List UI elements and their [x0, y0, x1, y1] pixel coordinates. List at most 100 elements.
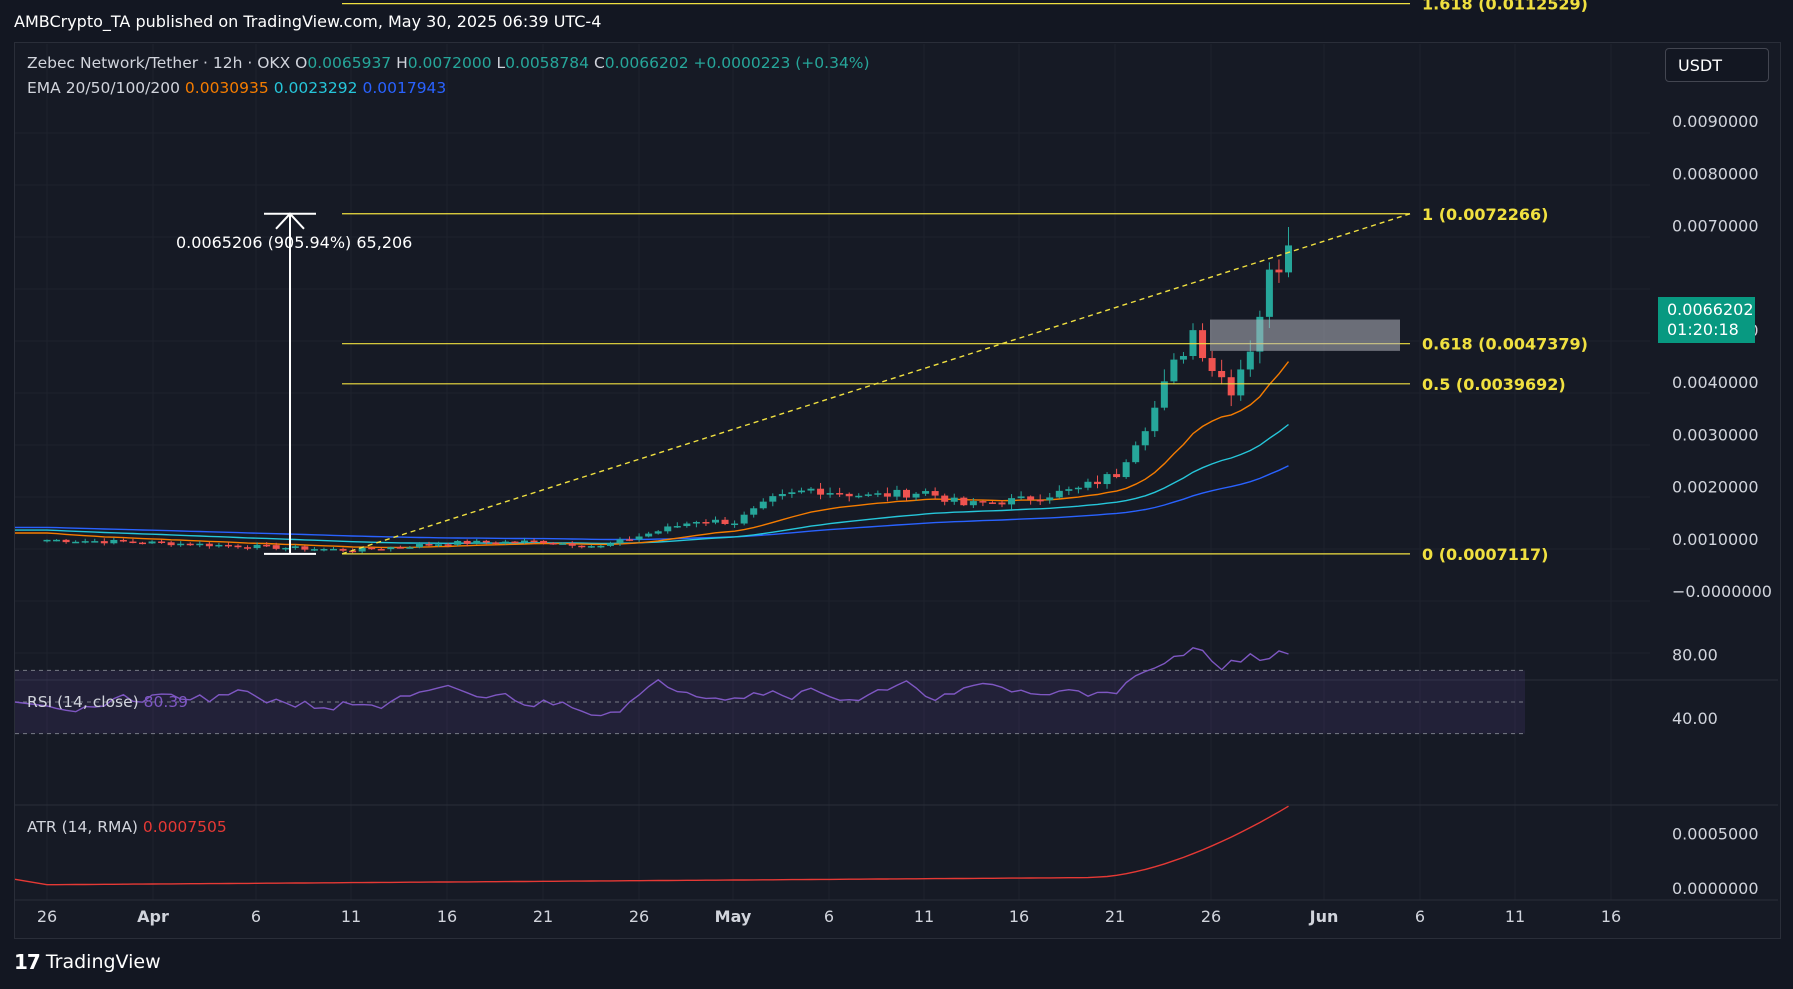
candle-body-19 [224, 544, 232, 547]
candle-body-110 [1094, 481, 1101, 485]
rsi-value: 80.39 [143, 693, 189, 711]
candle-body-5 [91, 541, 99, 543]
candle-body-31 [339, 548, 347, 551]
atr-tick-1: 0.0000000 [1672, 879, 1759, 898]
time-tick-1: Apr [137, 907, 169, 926]
ema100-value: 0.0017943 [362, 79, 447, 97]
candle-body-66 [673, 526, 681, 528]
candle-body-128 [1265, 269, 1273, 317]
candle-body-55 [568, 543, 576, 546]
candle-body-38 [406, 547, 414, 549]
candle-body-27 [301, 546, 309, 550]
time-tick-8: 6 [824, 907, 834, 926]
candle-body-105 [1046, 497, 1054, 501]
resistance-box [1210, 319, 1400, 351]
candle-body-72 [731, 523, 739, 526]
time-tick-14: 6 [1415, 907, 1425, 926]
candle-body-67 [683, 523, 691, 527]
price-tick-7: 0.0020000 [1672, 478, 1759, 497]
candle-body-9 [129, 541, 137, 544]
time-tick-3: 11 [341, 907, 361, 926]
candle-body-102 [1017, 496, 1025, 499]
candle-body-94 [941, 495, 949, 502]
ema-legend: EMA 20/50/100/200 0.0030935 0.0023292 0.… [27, 79, 446, 97]
candle-body-17 [205, 543, 213, 547]
footer-brand[interactable]: 17 TradingView [14, 950, 161, 974]
candle-body-123 [1218, 370, 1226, 378]
candle-body-100 [998, 502, 1006, 505]
time-tick-11: 21 [1105, 907, 1125, 926]
candle-body-68 [692, 522, 700, 524]
candle-body-81 [817, 488, 825, 495]
candle-body-52 [540, 540, 548, 544]
candle-body-119 [1179, 356, 1187, 360]
candle-body-26 [291, 546, 299, 548]
candle-body-0 [43, 539, 51, 542]
candle-body-85 [855, 495, 863, 498]
last-price-badge: 0.0066202 01:20:18 [1658, 297, 1755, 343]
candle-body-30 [330, 548, 337, 551]
time-tick-5: 21 [533, 907, 553, 926]
candle-body-74 [750, 508, 758, 515]
candle-body-42 [444, 544, 452, 546]
candle-body-36 [387, 547, 395, 550]
candle-body-28 [310, 549, 318, 551]
time-tick-13: Jun [1309, 907, 1339, 926]
candle-body-8 [119, 539, 127, 542]
time-tick-12: 26 [1201, 907, 1221, 926]
candle-body-14 [177, 543, 185, 546]
candle-body-62 [635, 536, 643, 540]
candle-body-114 [1132, 445, 1140, 463]
bar-countdown: 01:20:18 [1667, 320, 1739, 339]
price-tick-9: −0.0000000 [1672, 582, 1772, 601]
candle-body-130 [1285, 245, 1292, 273]
candle-body-43 [454, 540, 462, 545]
ema20-line [15, 361, 1290, 549]
low-value: 0.0058784 [505, 54, 589, 72]
candle-body-118 [1170, 359, 1178, 382]
fib-trend-line [341, 213, 1411, 555]
fib-label-0.618: 0.618 (0.0047379) [1422, 335, 1588, 354]
candle-body-125 [1237, 369, 1245, 396]
time-axis: 26 Apr 6 11 16 21 26 May 6 11 16 21 26 Jun 6 11 16 [37, 907, 1621, 926]
candle-body-40 [425, 544, 433, 546]
candle-body-56 [578, 545, 586, 548]
time-tick-6: 26 [629, 907, 649, 926]
fib-label-1: 1 (0.0072266) [1422, 205, 1548, 224]
candle-body-101 [1008, 498, 1016, 505]
candle-body-90 [903, 489, 910, 498]
measure-label: 0.0065206 (905.94%) 65,206 [176, 233, 412, 252]
candle-body-115 [1141, 431, 1149, 446]
candle-body-95 [950, 497, 958, 502]
candle-body-25 [282, 547, 290, 550]
ema-label: EMA 20/50/100/200 [27, 79, 180, 97]
candle-body-49 [511, 541, 519, 544]
candle-body-89 [893, 489, 901, 497]
candle-body-97 [969, 501, 977, 506]
candle-body-99 [988, 502, 996, 504]
rsi-tick-1: 40.00 [1672, 709, 1718, 728]
candle-body-33 [358, 547, 366, 552]
candle-body-124 [1227, 377, 1235, 396]
time-tick-10: 16 [1009, 907, 1029, 926]
publisher-line: AMBCrypto_TA published on TradingView.co… [14, 12, 602, 31]
candle-body-22 [253, 544, 261, 549]
ema50-line [15, 423, 1289, 545]
candle-body-60 [616, 539, 624, 544]
candle-body-45 [473, 540, 481, 544]
candle-body-91 [912, 493, 920, 498]
candle-body-7 [110, 539, 118, 544]
fib-label-0.5: 0.5 (0.0039692) [1422, 375, 1566, 394]
candle-body-79 [797, 490, 805, 493]
currency-button[interactable]: USDT [1665, 48, 1769, 82]
candle-body-58 [597, 545, 605, 548]
candle-body-93 [931, 491, 939, 496]
close-label: C [593, 54, 605, 72]
time-tick-7: May [715, 907, 752, 926]
ema-lines [15, 361, 1290, 549]
candle-body-12 [158, 541, 166, 543]
price-tick-5: 0.0040000 [1672, 373, 1759, 392]
fib-label-0: 0 (0.0007117) [1422, 545, 1548, 564]
candle-body-6 [100, 541, 108, 544]
